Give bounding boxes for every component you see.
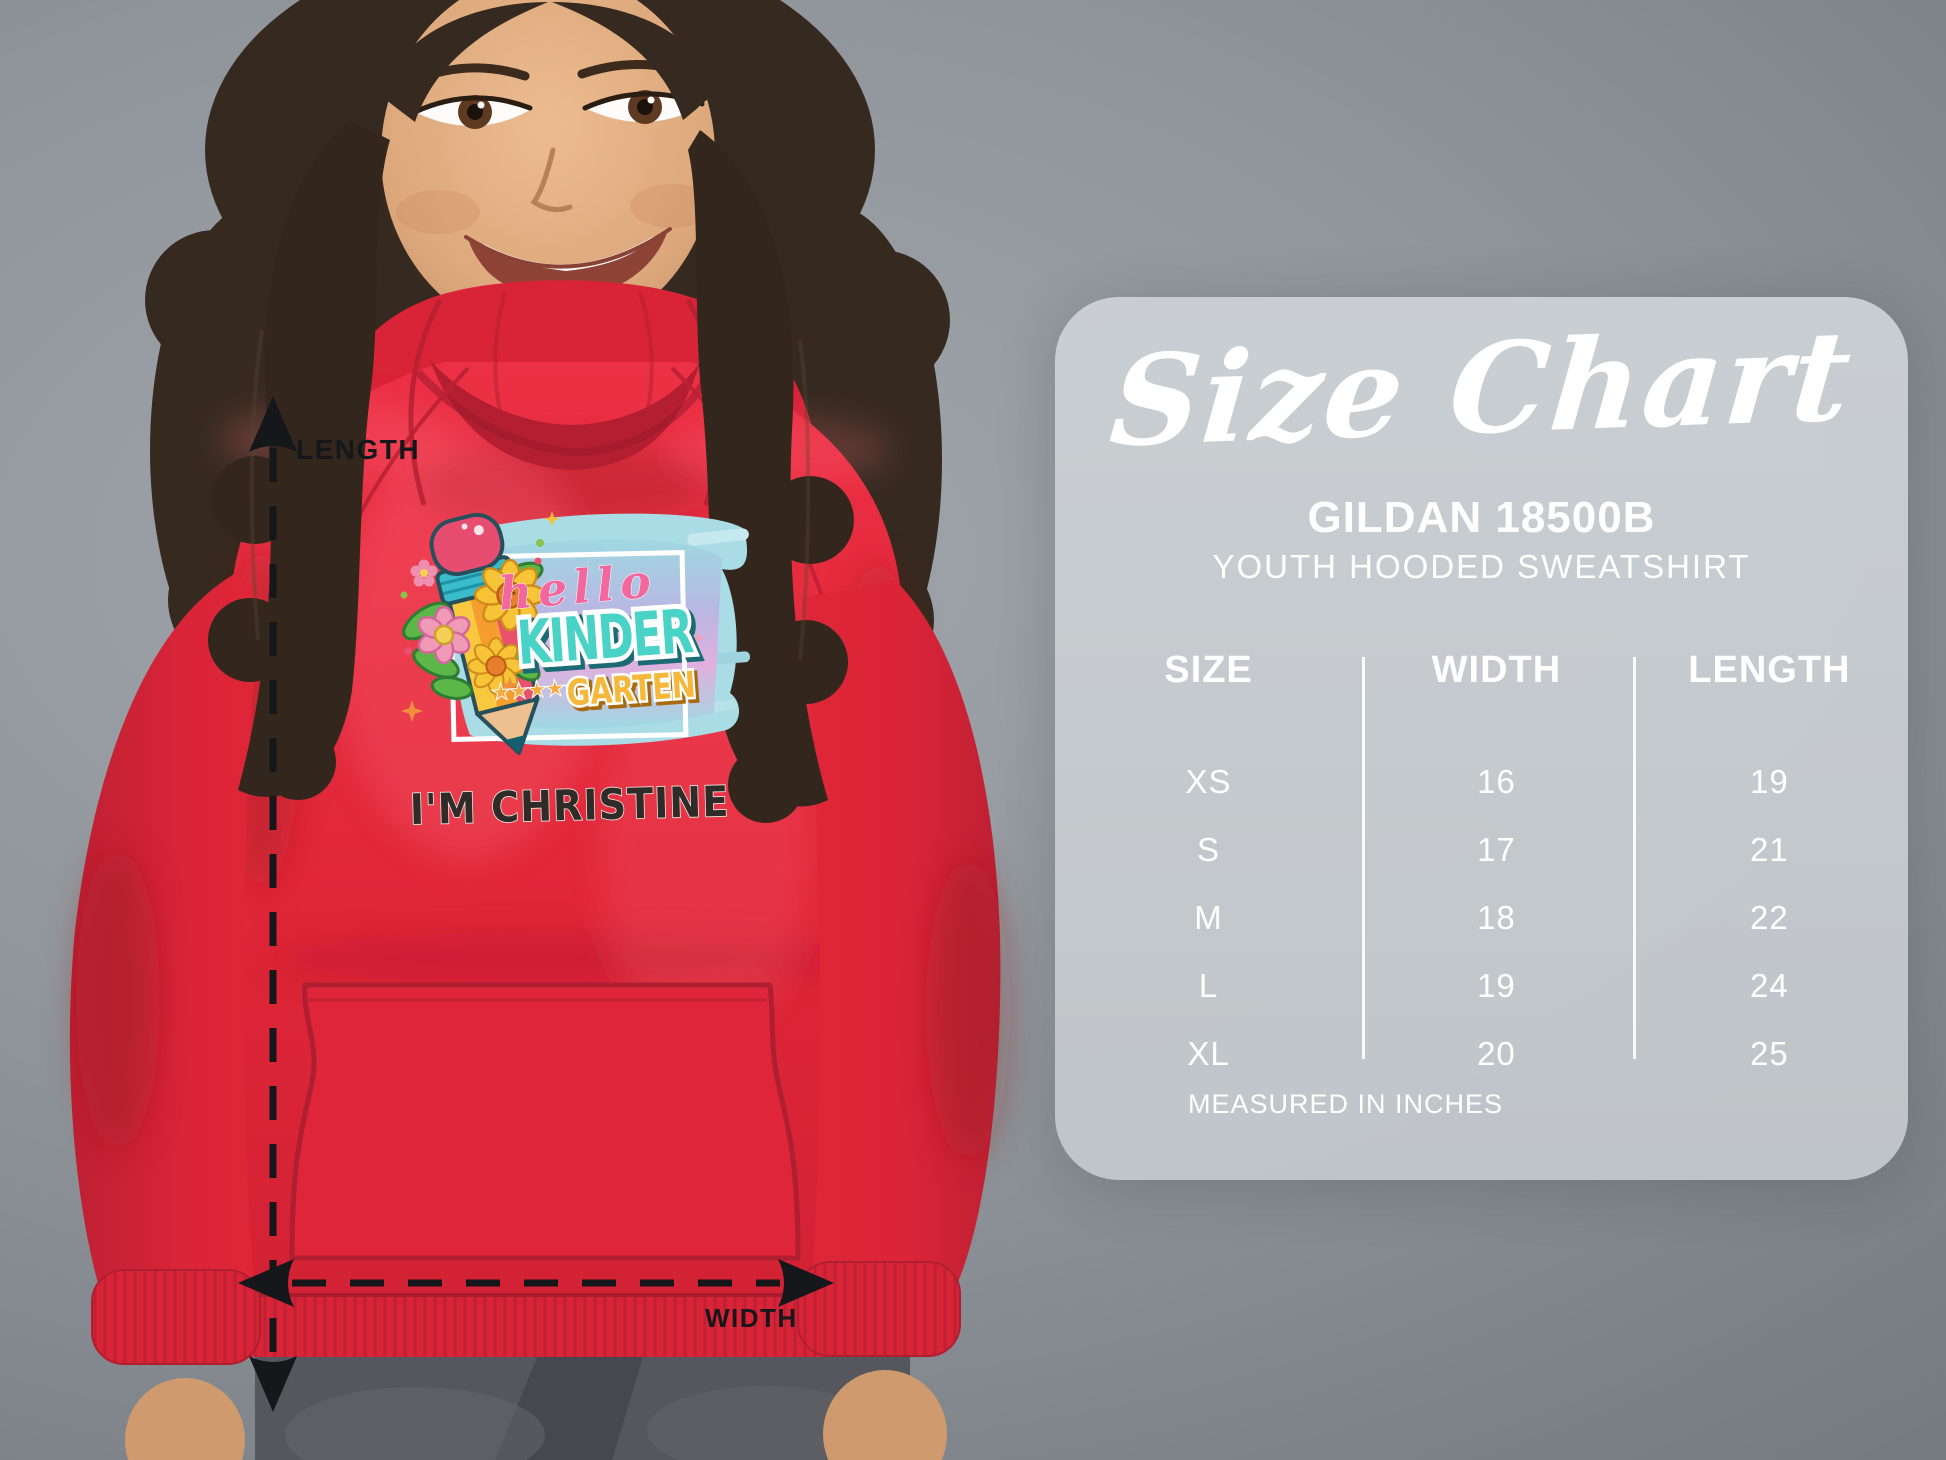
- design-garten: GARTEN: [565, 663, 697, 714]
- arrow-up-icon: [249, 396, 297, 452]
- pink-bud: [410, 559, 438, 587]
- collar: [408, 291, 721, 506]
- arrow-down-icon: [249, 1356, 297, 1412]
- name-print: I'M CHRISTINE: [408, 777, 730, 835]
- design-kinder: KINDER: [515, 597, 695, 679]
- cell-length: 24: [1750, 967, 1789, 1004]
- left-blush: [396, 190, 480, 234]
- table-row: S 17 21: [1055, 816, 1908, 884]
- width-label: WIDTH: [705, 1303, 798, 1333]
- right-cuff: [797, 1261, 961, 1357]
- design-garten-shadow: GARTEN: [568, 666, 700, 717]
- size-table: XS 16 19 S 17 21 M 18 22 L 19 24 XL 20: [1055, 748, 1908, 1088]
- cell-width: 20: [1477, 1035, 1516, 1072]
- cell-size: S: [1197, 831, 1221, 868]
- panel-title: Size Chart: [1104, 303, 1859, 476]
- left-bang: [381, 2, 548, 122]
- kangaroo-pocket: [289, 982, 801, 1261]
- yellow-daisy-small: [466, 636, 526, 696]
- product-code: GILDAN 18500B: [1307, 493, 1656, 542]
- flowers-icon: [400, 539, 547, 700]
- yellow-daisy: [473, 558, 547, 632]
- cell-size: XL: [1187, 1035, 1230, 1072]
- hood: [314, 280, 821, 540]
- arrow-left-icon: [238, 1259, 294, 1307]
- right-eye: [582, 90, 705, 124]
- cell-width: 19: [1477, 967, 1516, 1004]
- table-row: L 19 24: [1055, 952, 1908, 1020]
- cell-length: 21: [1750, 831, 1789, 868]
- name-text: I'M CHRISTINE: [409, 778, 730, 835]
- pants: [255, 1345, 910, 1460]
- cell-width: 18: [1477, 899, 1516, 936]
- left-hand: [125, 1378, 245, 1460]
- right-bang: [552, 2, 715, 120]
- measurement-arrows: [238, 396, 834, 1412]
- left-eye: [412, 95, 533, 129]
- cell-length: 22: [1750, 899, 1789, 936]
- arrow-right-icon: [778, 1259, 834, 1307]
- column-divider: [1633, 657, 1636, 1059]
- cell-length: 25: [1750, 1035, 1789, 1072]
- sleeve-shading: [76, 850, 1010, 1160]
- design-stars: ★★★★★: [492, 676, 583, 704]
- header-size: SIZE: [1164, 649, 1253, 691]
- header-width: WIDTH: [1431, 649, 1562, 691]
- product-name: YOUTH HOODED SWEATSHIRT: [1212, 548, 1751, 585]
- table-header-row: SIZE WIDTH LENGTH: [1055, 649, 1908, 692]
- cell-width: 17: [1477, 831, 1516, 868]
- design-kinder-shadow: KINDER: [519, 601, 699, 683]
- length-label: LENGTH: [296, 434, 421, 465]
- right-blush: [630, 184, 714, 228]
- table-row: XL 20 25: [1055, 1020, 1908, 1088]
- sparkle-icons: [401, 511, 705, 722]
- header-length: LENGTH: [1688, 649, 1851, 691]
- chest-design: hello KINDER KINDER ★★★★★ GARTEN GARTEN: [400, 511, 751, 756]
- table-row: XS 16 19: [1055, 748, 1908, 816]
- table-row: M 18 22: [1055, 884, 1908, 952]
- cell-size: L: [1198, 967, 1219, 1004]
- pink-flower: [417, 605, 471, 665]
- left-cuff: [91, 1269, 261, 1365]
- cell-width: 16: [1477, 763, 1516, 800]
- cell-size: M: [1194, 899, 1223, 936]
- nose: [530, 147, 573, 213]
- cell-length: 19: [1750, 763, 1789, 800]
- column-divider: [1362, 657, 1365, 1059]
- size-chart-panel: Size Chart GILDAN 18500B YOUTH HOODED SW…: [1055, 297, 1908, 1180]
- cell-size: XS: [1185, 763, 1232, 800]
- measurement-note: MEASURED IN INCHES: [1188, 1089, 1504, 1119]
- model-photo: [69, 0, 1010, 1460]
- right-hand: [823, 1370, 947, 1460]
- face: [381, 0, 715, 338]
